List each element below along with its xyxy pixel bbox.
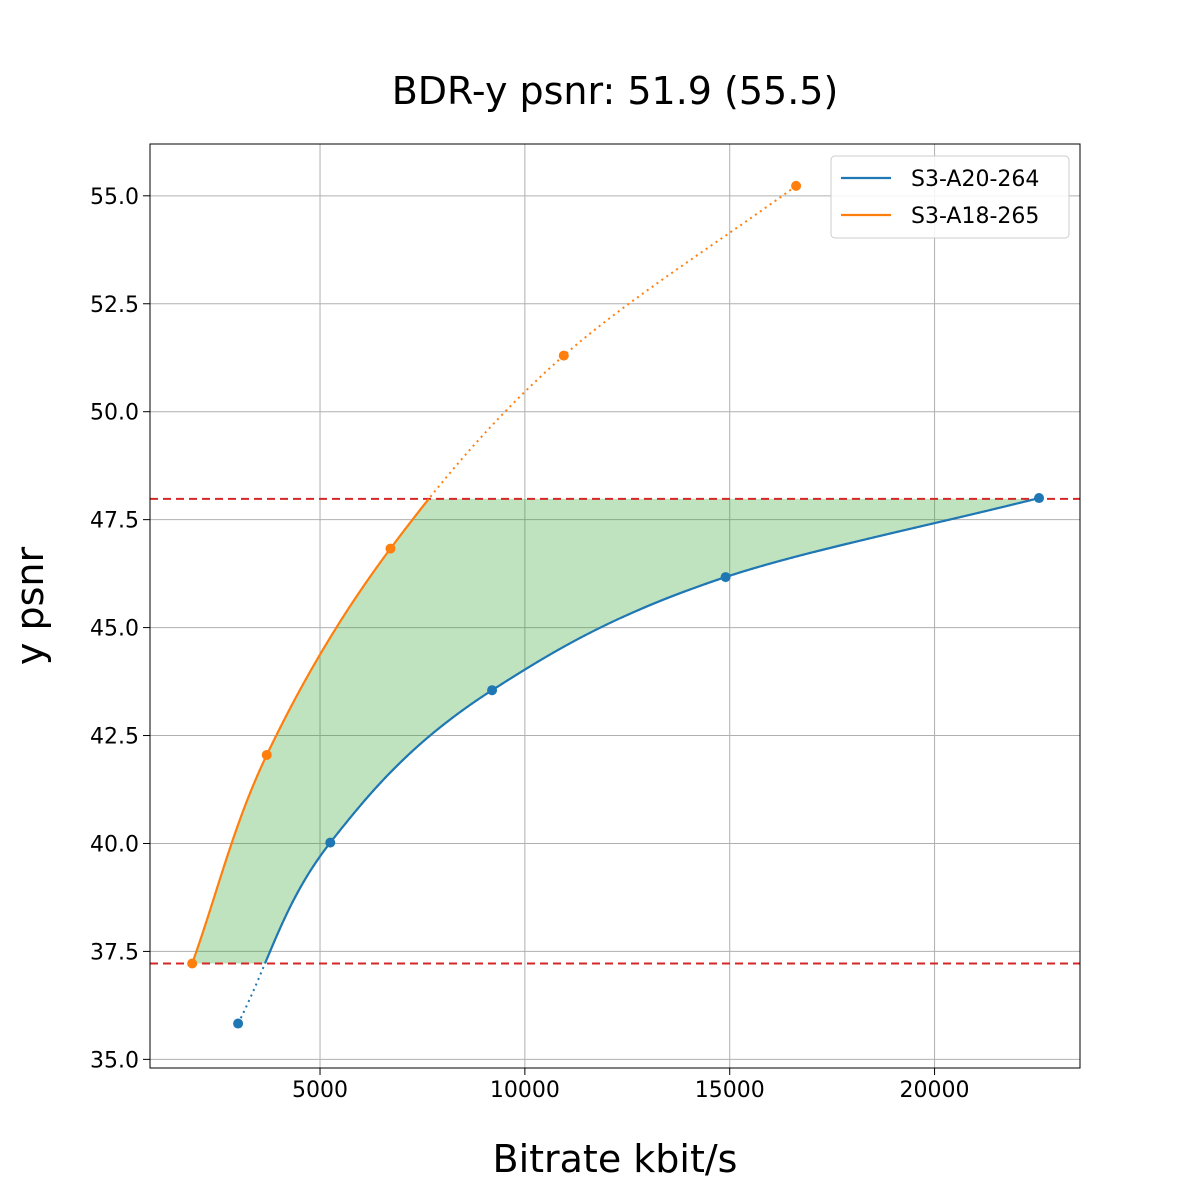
series-1-point-2 [385, 543, 396, 554]
x-axis-label: Bitrate kbit/s [493, 1137, 738, 1181]
y-tick-label-2: 40.0 [90, 832, 139, 857]
series-0-point-3 [720, 572, 731, 583]
x-tick-label-0: 5000 [292, 1078, 348, 1103]
series-1-point-0 [187, 958, 198, 969]
y-tick-label-6: 50.0 [90, 401, 139, 426]
y-tick-label-4: 45.0 [90, 617, 139, 642]
chart-title: BDR-y psnr: 51.9 (55.5) [392, 69, 839, 113]
y-tick-label-8: 55.0 [90, 185, 139, 210]
y-axis-label: y psnr [8, 547, 52, 666]
series-1-solid-curve [191, 498, 430, 964]
series-0-point-2 [487, 685, 498, 696]
y-tick-label-1: 37.5 [90, 940, 139, 965]
y-tick-label-3: 42.5 [90, 725, 139, 750]
legend-box [830, 155, 1070, 239]
series-1-point-3 [558, 350, 569, 361]
plot-area: 5000 10000 15000 20000 35.0 37.5 40.0 42.5 45.0 4… [90, 143, 1081, 1103]
bd-rate-area [192, 498, 1036, 964]
x-tick-label-3: 20000 [900, 1078, 970, 1103]
x-tick-label-2: 15000 [695, 1078, 765, 1103]
y-tick-label-7: 52.5 [90, 293, 139, 318]
plot-frame [149, 143, 1081, 1069]
x-tick-label-1: 10000 [490, 1078, 560, 1103]
series-0-point-1 [325, 837, 336, 848]
y-tick-label-0: 35.0 [90, 1048, 139, 1073]
legend-label-1: S3-A18-265 [911, 204, 1039, 229]
series-0-point-0 [233, 1018, 244, 1029]
series-0-point-4 [1034, 493, 1045, 504]
y-tick-label-5: 47.5 [90, 509, 139, 534]
legend-label-0: S3-A20-264 [911, 167, 1039, 192]
series-1-point-4 [791, 180, 802, 191]
series-1-point-1 [261, 749, 272, 760]
series-1-dotted-curve [191, 185, 797, 964]
